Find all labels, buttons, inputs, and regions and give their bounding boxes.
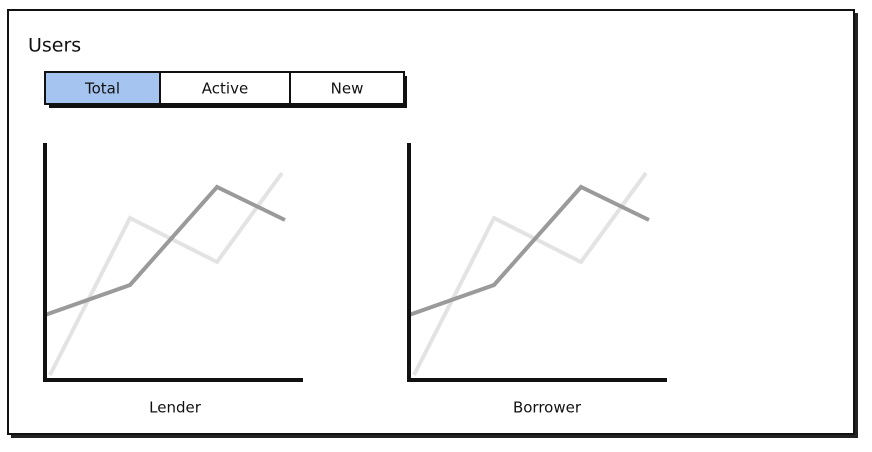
placeholder-line — [412, 171, 648, 376]
placeholder-line — [48, 171, 284, 376]
tab[interactable] — [289, 71, 405, 105]
tab-label[interactable]: New — [331, 80, 364, 98]
placeholder-line — [44, 184, 286, 317]
chart-placeholder: Lender — [43, 143, 303, 417]
panel-title: Users — [28, 35, 81, 57]
tab-label[interactable]: Total — [84, 80, 120, 98]
tab-bar: Total Active New — [44, 71, 405, 105]
chart-label: Lender — [149, 399, 202, 417]
tab-label[interactable]: Active — [202, 80, 248, 98]
placeholder-line — [408, 184, 650, 317]
chart-label: Borrower — [513, 399, 582, 417]
chart-placeholder: Borrower — [407, 143, 667, 417]
